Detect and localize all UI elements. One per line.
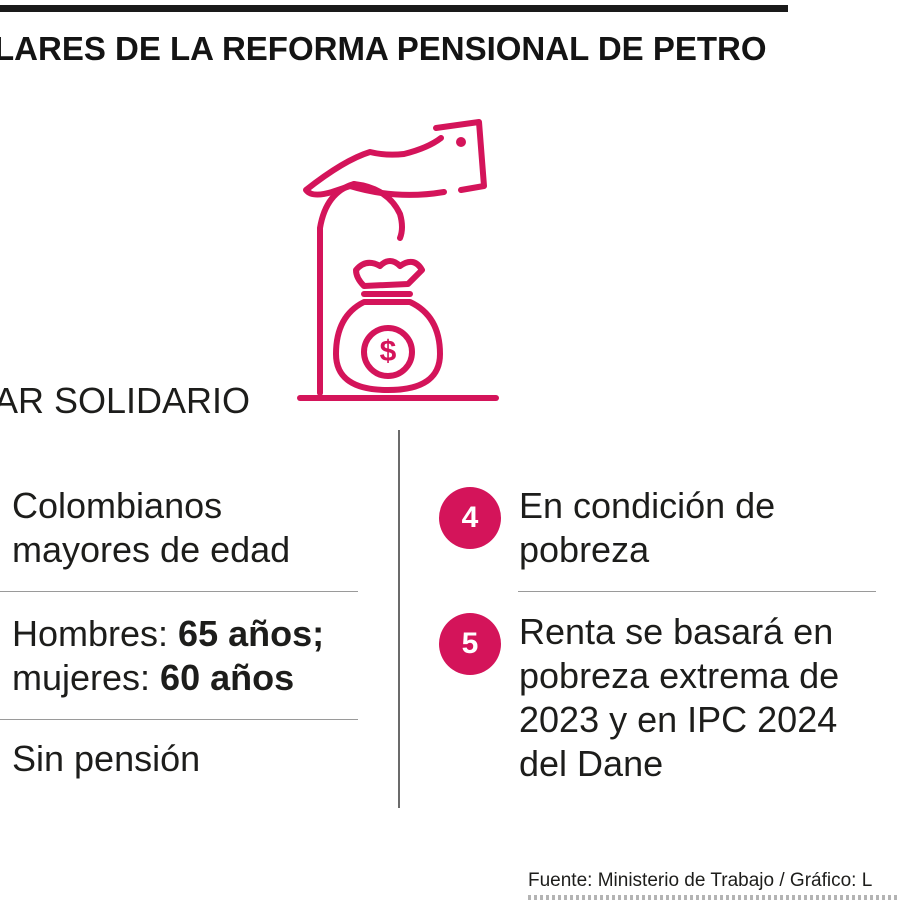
separator	[0, 591, 358, 592]
top-rule	[0, 5, 788, 12]
list-item-age-limits: Hombres: 65 años; mujeres: 60 años	[12, 612, 324, 700]
list-item-no-pension: Sin pensión	[12, 737, 200, 781]
number-badge-4: 4	[439, 487, 501, 549]
headline: LARES DE LA REFORMA PENSIONAL DE PETRO	[0, 30, 767, 67]
separator	[518, 591, 876, 592]
item-line: pobreza	[519, 529, 650, 570]
dollar-sign-icon: $	[379, 335, 397, 368]
item-line: 2023 y en IPC 2024	[519, 699, 838, 740]
item-line: Colombianos	[12, 485, 223, 526]
column-divider	[398, 430, 400, 808]
item-line: del Dane	[519, 743, 664, 784]
item-line: Renta se basará en	[519, 611, 834, 652]
list-item-age-requirement: Colombianos mayores de edad	[12, 484, 290, 572]
cropped-text-fragment	[528, 895, 900, 900]
number-badge-5: 5	[439, 613, 501, 675]
list-item-income: Renta se basará en pobreza extrema de 20…	[519, 610, 839, 786]
item-line: mayores de edad	[12, 529, 291, 570]
men-label: Hombres:	[12, 613, 179, 654]
item-line: pobreza extrema de	[519, 655, 840, 696]
women-age: 60 años	[160, 657, 295, 698]
pillar-title: AR SOLIDARIO	[0, 380, 251, 421]
women-label: mujeres:	[12, 657, 161, 698]
list-item-poverty: En condición de pobreza	[519, 484, 775, 572]
item-line: Sin pensión	[12, 738, 201, 779]
item-line: En condición de	[519, 485, 776, 526]
men-age: 65 años;	[178, 613, 325, 654]
hand-money-bag-icon: $	[296, 118, 506, 408]
separator	[0, 719, 358, 720]
source-credit: Fuente: Ministerio de Trabajo / Gráfico:…	[528, 870, 873, 891]
